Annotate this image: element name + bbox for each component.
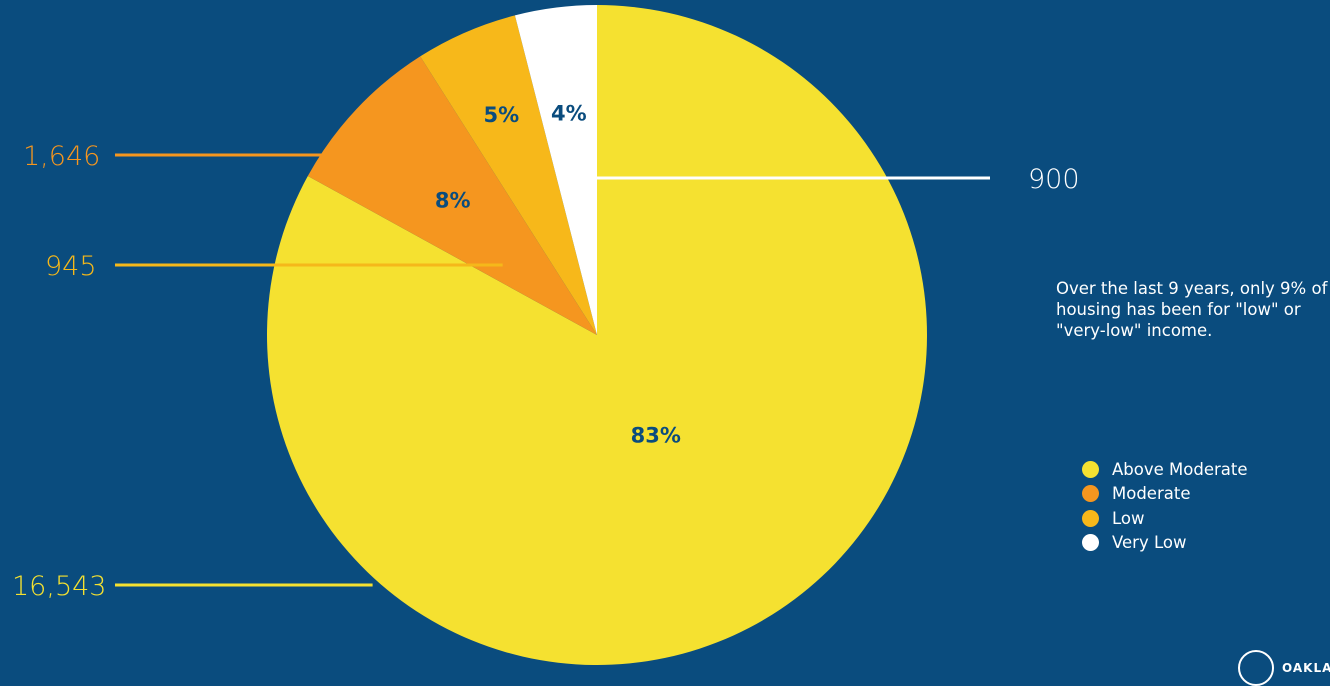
logo-text: OAKLA: [1282, 661, 1330, 675]
legend-dot-low: [1082, 509, 1099, 527]
percent-label-moderate: 8%: [435, 188, 471, 212]
legend-item-moderate: Moderate: [1082, 482, 1248, 507]
pie-slice-moderate: [307, 56, 597, 335]
pie-slice-low: [420, 15, 597, 336]
count-label-above-moderate: 16,543: [12, 571, 106, 602]
count-label-low: 945: [45, 251, 97, 282]
legend-dot-very-low: [1082, 534, 1099, 552]
legend-item-very-low: Very Low: [1082, 531, 1248, 556]
count-label-moderate: 1,646: [23, 141, 100, 172]
logo: OAKLA: [1238, 650, 1330, 686]
legend: Above Moderate Moderate Low Very Low: [1082, 457, 1248, 555]
percent-label-low: 5%: [483, 103, 519, 127]
legend-item-above-moderate: Above Moderate: [1082, 457, 1248, 482]
pie-slice-very-low: [514, 5, 597, 335]
legend-label: Above Moderate: [1112, 459, 1248, 479]
count-label-very-low: 900: [1028, 164, 1080, 195]
city-seal-icon: [1238, 650, 1274, 686]
legend-label: Moderate: [1112, 484, 1191, 504]
chart-note: Over the last 9 years, only 9% of housin…: [1056, 279, 1328, 340]
percent-label-very-low: 4%: [551, 101, 587, 125]
percent-label-above-moderate: 83%: [631, 423, 681, 447]
legend-dot-moderate: [1082, 485, 1099, 503]
legend-dot-above-moderate: [1082, 460, 1099, 478]
legend-item-low: Low: [1082, 506, 1248, 531]
legend-label: Very Low: [1112, 533, 1187, 553]
legend-label: Low: [1112, 508, 1145, 528]
pie-chart: 16,543 1,646 945 900 83% 8% 5% 4%: [12, 5, 1080, 665]
